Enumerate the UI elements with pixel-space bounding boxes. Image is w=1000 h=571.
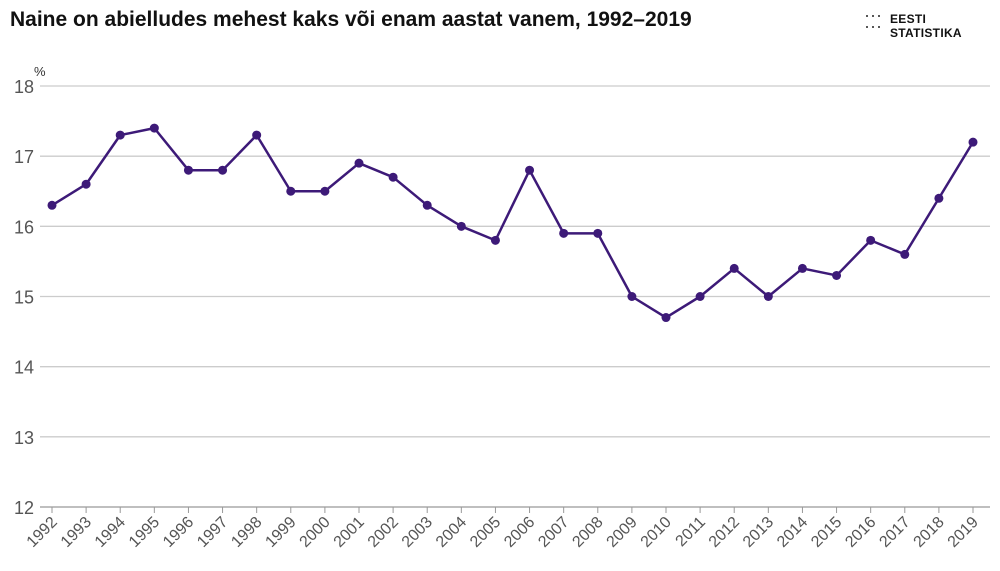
x-tick-label: 2005 — [467, 514, 504, 551]
x-tick-label: 2014 — [774, 514, 811, 551]
x-tick-label: 2009 — [604, 514, 641, 551]
x-tick-label: 2015 — [808, 514, 845, 551]
logo-line1: EESTI — [890, 12, 927, 26]
data-point — [456, 221, 466, 231]
logo-line2: STATISTIKA — [890, 26, 962, 40]
data-point — [627, 292, 637, 301]
x-tick-label: 2019 — [945, 514, 982, 551]
y-tick-label: 16 — [14, 217, 34, 237]
data-point — [81, 179, 91, 189]
data-point — [695, 292, 705, 301]
data-point — [593, 228, 603, 238]
x-tick-label: 2006 — [501, 514, 538, 551]
x-tick-label: 1996 — [160, 514, 197, 551]
y-tick-label: 18 — [14, 77, 34, 97]
x-tick-label: 2004 — [433, 514, 470, 551]
data-point — [388, 172, 398, 182]
x-tick-label: 2002 — [365, 514, 402, 551]
x-tick-label: 2008 — [569, 514, 606, 551]
x-tick-label: 2000 — [297, 514, 334, 551]
data-point — [729, 263, 739, 273]
x-tick-label: 2017 — [876, 514, 913, 551]
x-tick-label: 2013 — [740, 514, 777, 551]
data-point — [832, 270, 842, 280]
data-point — [661, 313, 671, 323]
y-tick-label: 17 — [14, 147, 34, 167]
x-tick-label: 2018 — [911, 514, 948, 551]
data-point — [900, 249, 910, 259]
x-tick-label: 2010 — [638, 514, 675, 551]
data-point — [968, 137, 978, 147]
y-tick-label: 12 — [14, 498, 34, 518]
x-tick-label: 1993 — [58, 514, 95, 551]
y-tick-label: 15 — [14, 288, 34, 308]
x-tick-label: 1994 — [92, 514, 129, 551]
chart-title: Naine on abielludes mehest kaks või enam… — [10, 8, 692, 31]
x-tick-label: 2001 — [331, 514, 368, 551]
data-point — [183, 165, 193, 175]
x-tick-label: 1999 — [262, 514, 299, 551]
y-tick-label: 13 — [14, 428, 34, 448]
eesti-statistika-logo: EESTI STATISTIKA — [866, 12, 962, 40]
data-point — [354, 158, 364, 168]
data-point — [149, 123, 159, 133]
data-point — [422, 200, 432, 210]
x-tick-label: 2012 — [706, 514, 743, 551]
y-axis-unit: % — [34, 64, 46, 79]
data-point — [797, 263, 807, 273]
data-point — [934, 193, 944, 203]
data-point — [115, 130, 125, 140]
x-tick-label: 2016 — [842, 514, 879, 551]
data-point — [490, 235, 500, 245]
x-tick-label: 1997 — [194, 514, 231, 551]
data-point — [218, 165, 228, 175]
x-tick-label: 1992 — [24, 514, 61, 551]
data-point — [252, 130, 262, 140]
logo-dots-icon — [866, 15, 884, 28]
data-point — [866, 235, 876, 245]
data-point — [763, 292, 773, 301]
x-tick-label: 2011 — [673, 514, 709, 550]
data-point — [525, 165, 535, 175]
x-tick-label: 1998 — [228, 514, 265, 551]
x-tick-label: 1995 — [126, 514, 163, 551]
x-tick-label: 2003 — [399, 514, 436, 551]
y-tick-label: 14 — [14, 358, 34, 378]
x-tick-label: 2007 — [535, 514, 572, 551]
data-point — [320, 186, 330, 196]
data-point — [47, 200, 57, 210]
data-point — [286, 186, 296, 196]
series-line — [51, 126, 975, 319]
data-point — [559, 228, 569, 238]
